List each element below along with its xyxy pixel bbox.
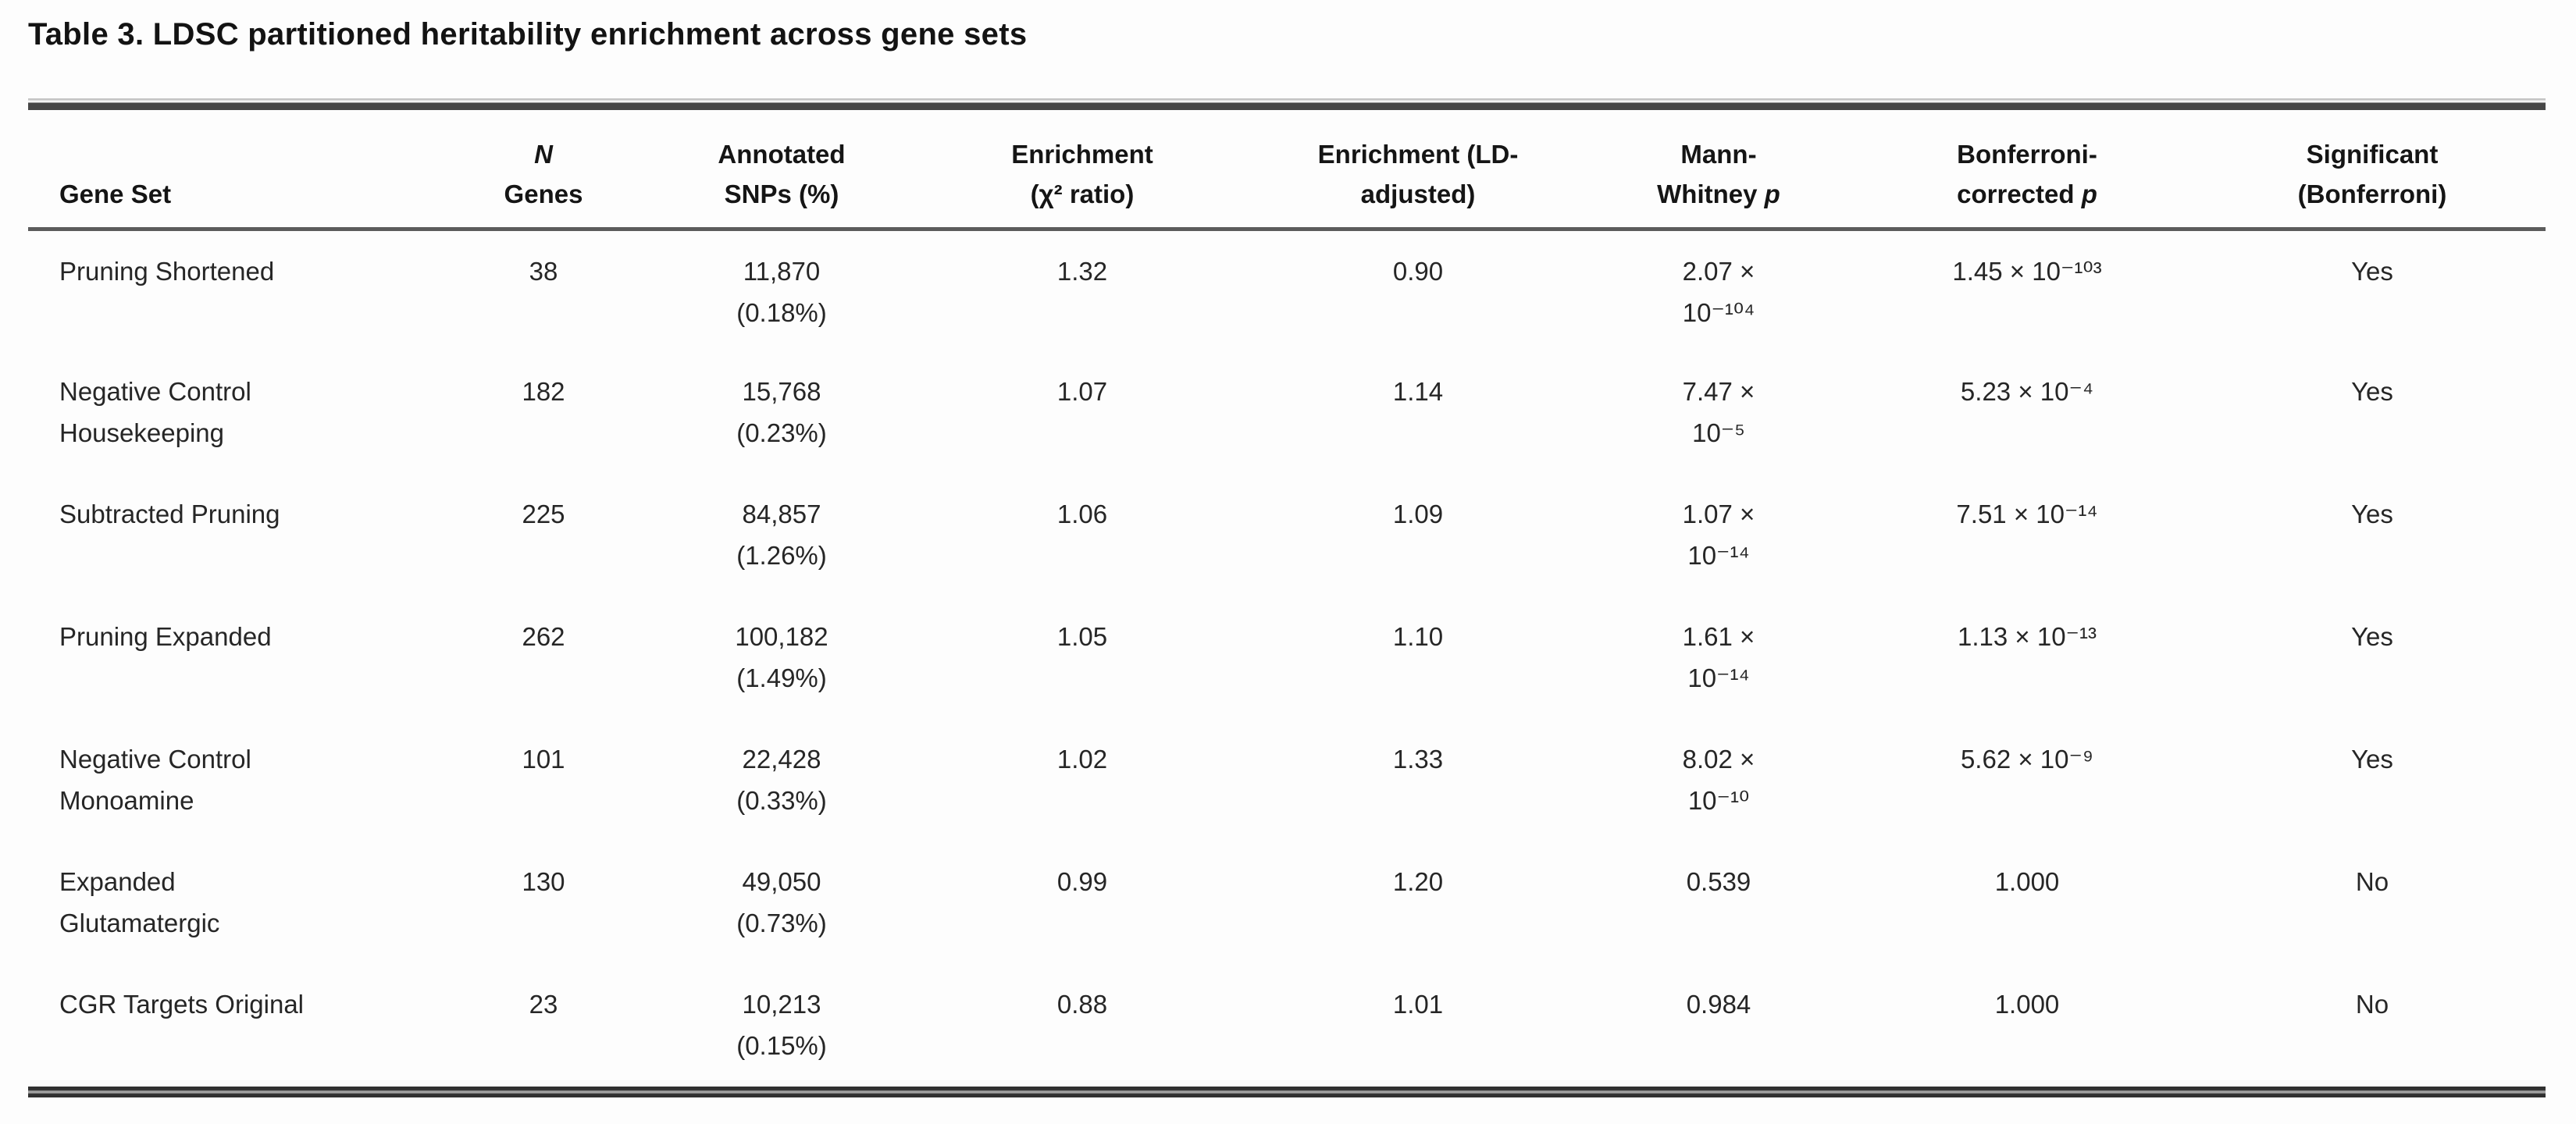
header-label: Enrichment (LD- adjusted)	[1317, 140, 1519, 209]
enrichment-chi2-cell: 1.32	[1056, 256, 1108, 286]
annotated-snps-cell: 15,768 (0.23%)	[736, 377, 827, 448]
n-genes-cell: 130	[522, 867, 565, 896]
enrichment-chi2-cell: 0.88	[1056, 990, 1108, 1019]
bonferroni-p-cell: 1.45 × 10⁻¹⁰³	[1952, 256, 2102, 286]
gene-set-cell: Pruning Shortened	[59, 256, 275, 286]
table-container: Gene Set N Genes Annotated SNPs (%) Enri…	[28, 98, 2546, 1097]
col-header-bonferroni-p: Bonferroni- corrected p	[1855, 110, 2199, 229]
bonferroni-p-cell: 1.000	[1994, 867, 2060, 896]
n-genes-cell: 38	[529, 256, 558, 286]
enrichment-chi2-cell: 1.05	[1056, 622, 1108, 651]
col-header-mann-whitney-p: Mann- Whitney p	[1582, 110, 1855, 229]
mann-whitney-p-cell: 2.07 × 10⁻¹⁰⁴	[1682, 256, 1755, 327]
heritability-table: Gene Set N Genes Annotated SNPs (%) Enri…	[28, 110, 2546, 1087]
enrichment-chi2-cell: 1.06	[1056, 500, 1108, 528]
significant-cell: Yes	[2351, 745, 2393, 774]
table-title: Table 3. LDSC partitioned heritability e…	[28, 17, 1028, 52]
bonferroni-p-cell: 1.13 × 10⁻¹³	[1958, 622, 2097, 651]
gene-set-cell: Negative Control Housekeeping	[59, 377, 251, 448]
bonferroni-p-cell: 5.23 × 10⁻⁴	[1960, 377, 2094, 406]
bonferroni-p-cell: 1.000	[1994, 990, 2060, 1019]
col-header-significant: Significant (Bonferroni)	[2199, 110, 2546, 229]
header-label: Mann- Whitney	[1657, 140, 1758, 209]
n-genes-cell: 225	[522, 500, 565, 528]
table-row: Subtracted Pruning 225 84,857 (1.26%) 1.…	[28, 474, 2546, 596]
enrichment-ld-cell: 1.33	[1392, 745, 1444, 774]
significant-cell: No	[2355, 990, 2389, 1019]
mann-whitney-p-cell: 0.539	[1686, 867, 1751, 896]
n-genes-cell: 182	[522, 377, 565, 406]
table-row: Negative Control Monoamine 101 22,428 (0…	[28, 719, 2546, 841]
mann-whitney-p-cell: 8.02 × 10⁻¹⁰	[1682, 745, 1755, 816]
enrichment-ld-cell: 0.90	[1392, 256, 1444, 286]
gene-set-cell: Negative Control Monoamine	[59, 745, 251, 816]
gene-set-cell: CGR Targets Original	[59, 990, 305, 1019]
mann-whitney-p-cell: 1.07 × 10⁻¹⁴	[1682, 500, 1755, 571]
col-header-enrichment-chi2: Enrichment (χ² ratio)	[910, 110, 1254, 229]
annotated-snps-cell: 22,428 (0.33%)	[736, 745, 827, 816]
gene-set-cell: Expanded Glutamatergic	[59, 867, 220, 938]
top-rule	[28, 98, 2546, 110]
col-header-gene-set: Gene Set	[28, 110, 434, 229]
annotated-snps-cell: 11,870 (0.18%)	[736, 256, 827, 327]
header-label: Enrichment (χ² ratio)	[1011, 140, 1153, 209]
table-row: Expanded Glutamatergic 130 49,050 (0.73%…	[28, 841, 2546, 964]
header-label: Genes	[504, 180, 583, 209]
header-label: Annotated SNPs (%)	[718, 140, 846, 209]
header-row: Gene Set N Genes Annotated SNPs (%) Enri…	[28, 110, 2546, 229]
mann-whitney-p-cell: 7.47 × 10⁻⁵	[1682, 377, 1755, 448]
enrichment-ld-cell: 1.10	[1392, 622, 1444, 651]
enrichment-ld-cell: 1.14	[1392, 377, 1444, 406]
enrichment-chi2-cell: 0.99	[1056, 867, 1108, 896]
annotated-snps-cell: 10,213 (0.15%)	[736, 990, 827, 1061]
significant-cell: Yes	[2351, 500, 2393, 528]
header-label: Significant (Bonferroni)	[2297, 140, 2447, 209]
col-header-enrichment-ld: Enrichment (LD- adjusted)	[1254, 110, 1582, 229]
enrichment-ld-cell: 1.09	[1392, 500, 1444, 528]
header-label-italic: p	[1764, 180, 1780, 209]
col-header-annotated-snps: Annotated SNPs (%)	[653, 110, 910, 229]
header-label: Bonferroni- corrected	[1957, 140, 2097, 209]
col-header-n-genes: N Genes	[434, 110, 653, 229]
significant-cell: No	[2355, 867, 2389, 896]
table-header: Gene Set N Genes Annotated SNPs (%) Enri…	[28, 110, 2546, 229]
significant-cell: Yes	[2351, 622, 2393, 651]
mann-whitney-p-cell: 0.984	[1686, 990, 1751, 1019]
enrichment-chi2-cell: 1.07	[1056, 377, 1108, 406]
table-row: CGR Targets Original 23 10,213 (0.15%) 0…	[28, 964, 2546, 1087]
annotated-snps-cell: 84,857 (1.26%)	[736, 500, 827, 571]
enrichment-chi2-cell: 1.02	[1056, 745, 1108, 774]
enrichment-ld-cell: 1.20	[1392, 867, 1444, 896]
table-row: Negative Control Housekeeping 182 15,768…	[28, 351, 2546, 474]
n-genes-cell: 101	[522, 745, 565, 774]
significant-cell: Yes	[2351, 256, 2393, 286]
table-row: Pruning Shortened 38 11,870 (0.18%) 1.32…	[28, 229, 2546, 351]
header-label-italic: N	[534, 140, 553, 169]
gene-set-cell: Subtracted Pruning	[59, 500, 280, 528]
header-label: Gene Set	[59, 180, 172, 209]
n-genes-cell: 262	[522, 622, 565, 651]
significant-cell: Yes	[2351, 377, 2393, 406]
header-label-italic: p	[2081, 180, 2097, 209]
bonferroni-p-cell: 5.62 × 10⁻⁹	[1960, 745, 2094, 774]
mann-whitney-p-cell: 1.61 × 10⁻¹⁴	[1682, 622, 1755, 693]
bottom-rule	[28, 1087, 2546, 1097]
table-row: Pruning Expanded 262 100,182 (1.49%) 1.0…	[28, 596, 2546, 719]
annotated-snps-cell: 100,182 (1.49%)	[735, 622, 828, 693]
gene-set-cell: Pruning Expanded	[59, 622, 272, 651]
annotated-snps-cell: 49,050 (0.73%)	[736, 867, 827, 938]
bonferroni-p-cell: 7.51 × 10⁻¹⁴	[1956, 500, 2098, 528]
enrichment-ld-cell: 1.01	[1392, 990, 1444, 1019]
n-genes-cell: 23	[529, 990, 558, 1019]
table-body: Pruning Shortened 38 11,870 (0.18%) 1.32…	[28, 229, 2546, 1087]
